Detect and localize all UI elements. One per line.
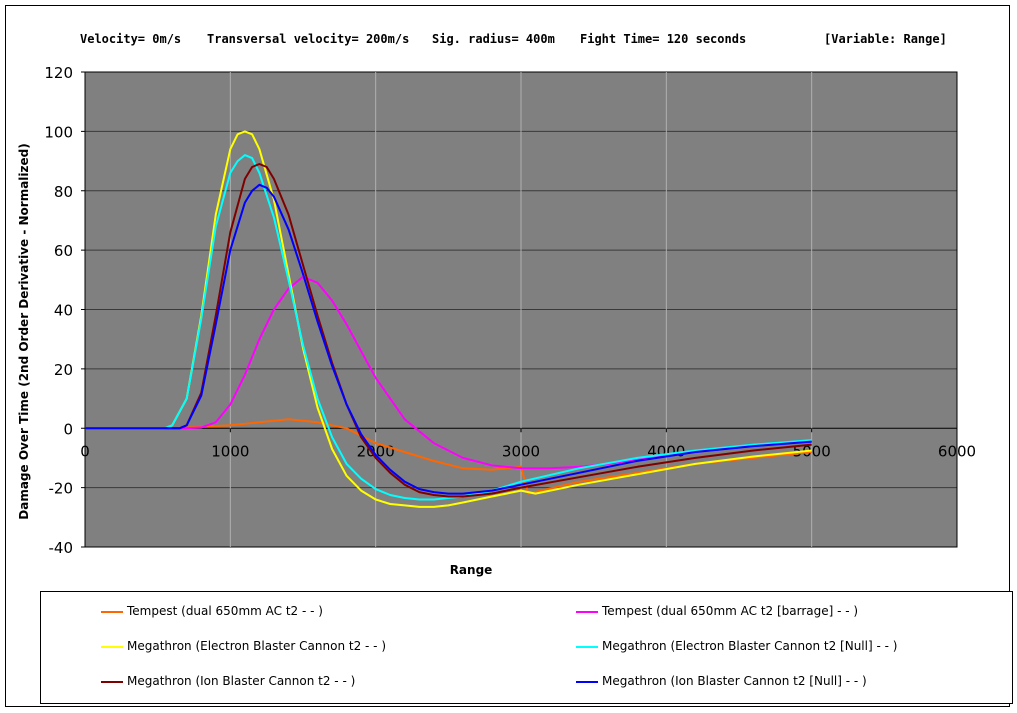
legend-swatch [101, 680, 123, 683]
series-line-3 [85, 130, 812, 508]
y-tick-label: 120 [44, 64, 73, 82]
series-line-6 [85, 183, 812, 495]
x-tick-label: 0 [80, 442, 90, 460]
y-tick-label: -20 [49, 480, 74, 498]
y-tick-label: 100 [44, 123, 73, 141]
legend-item: Tempest (dual 650mm AC t2 [barrage] - - … [576, 604, 858, 618]
chart-legend: Tempest (dual 650mm AC t2 - - ) Tempest (… [40, 591, 1013, 704]
legend-label: Tempest (dual 650mm AC t2 [barrage] - - … [602, 604, 859, 618]
legend-label: Megathron (Ion Blaster Cannon t2 [Null] … [602, 674, 867, 688]
y-axis-title: Damage Over Time (2nd Order Derivative -… [17, 143, 31, 519]
x-axis-title: Range [450, 563, 493, 577]
legend-label: Megathron (Electron Blaster Cannon t2 - … [127, 639, 387, 653]
sig-radius-label: Sig. radius= 400m [432, 32, 555, 46]
legend-swatch [576, 680, 598, 683]
legend-item: Megathron (Electron Blaster Cannon t2 - … [101, 639, 386, 653]
transversal-velocity-label: Transversal velocity= 200m/s [207, 32, 410, 46]
legend-item: Megathron (Electron Blaster Cannon t2 [N… [576, 639, 897, 653]
variable-label: [Variable: Range] [824, 32, 947, 46]
legend-swatch [101, 645, 123, 648]
x-tick-label: 1000 [211, 442, 249, 460]
y-tick-label: 0 [63, 420, 73, 438]
fight-time-label: Fight Time= 120 seconds [580, 32, 747, 46]
legend-label: Tempest (dual 650mm AC t2 - - ) [127, 604, 323, 618]
y-tick-label: 60 [54, 242, 73, 260]
series-line-2 [85, 275, 812, 470]
y-tick-label: 80 [54, 183, 73, 201]
series-line-4 [85, 154, 812, 501]
legend-item: Tempest (dual 650mm AC t2 - - ) [101, 604, 323, 618]
legend-label: Megathron (Ion Blaster Cannon t2 - - ) [127, 674, 356, 688]
legend-item: Megathron (Ion Blaster Cannon t2 [Null] … [576, 674, 867, 688]
y-tick-label: -40 [49, 539, 74, 557]
legend-item: Megathron (Ion Blaster Cannon t2 - - ) [101, 674, 355, 688]
legend-label: Megathron (Electron Blaster Cannon t2 [N… [602, 639, 898, 653]
y-tick-label: 20 [54, 361, 73, 379]
x-tick-label: 3000 [502, 442, 540, 460]
x-tick-label: 6000 [938, 442, 976, 460]
y-tick-label: 40 [54, 302, 73, 320]
legend-swatch [101, 610, 123, 613]
legend-swatch [576, 610, 598, 613]
legend-swatch [576, 645, 598, 648]
velocity-label: Velocity= 0m/s [80, 32, 182, 46]
series-line-1 [85, 418, 812, 495]
